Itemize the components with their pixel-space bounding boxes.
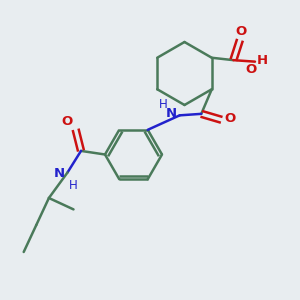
Text: H: H bbox=[68, 178, 77, 192]
Text: O: O bbox=[61, 115, 73, 128]
Text: O: O bbox=[235, 25, 246, 38]
Text: N: N bbox=[53, 167, 65, 180]
Text: O: O bbox=[224, 112, 236, 125]
Text: N: N bbox=[166, 107, 177, 120]
Text: O: O bbox=[246, 63, 257, 76]
Text: H: H bbox=[256, 54, 268, 67]
Text: H: H bbox=[159, 98, 168, 111]
